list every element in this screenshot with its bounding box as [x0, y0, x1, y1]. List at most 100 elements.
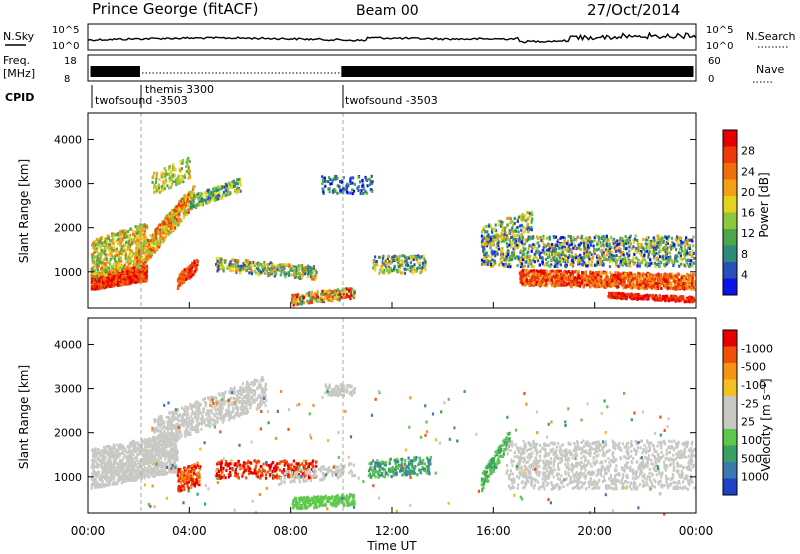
power-echo-cell [136, 258, 140, 262]
power-echo-cell [623, 260, 626, 263]
power-echo-cell [179, 220, 182, 223]
power-echo-cell [181, 270, 184, 274]
power-echo-cell [538, 274, 541, 278]
power-echo-cell [493, 259, 496, 263]
power-echo-cell [521, 235, 524, 239]
power-echo-cell [504, 264, 507, 268]
power-echo-cell [133, 266, 136, 270]
power-echo-cell [592, 244, 595, 248]
power-echo-cell [312, 265, 315, 269]
power-echo-cell [146, 253, 149, 257]
power-echo-cell [282, 263, 285, 267]
power-echo-cell [626, 262, 629, 266]
power-echo-cell [508, 216, 511, 220]
power-echo-cell [506, 264, 510, 268]
power-echo-cell [300, 263, 304, 267]
power-echo-cell [537, 241, 540, 245]
power-echo-cell [202, 198, 205, 202]
power-echo-cell [107, 268, 110, 272]
power-echo-cell [556, 240, 559, 244]
power-echo-cell [116, 268, 119, 272]
power-echo-cell [266, 268, 269, 272]
power-echo-cell [578, 262, 581, 266]
power-echo-cell [297, 276, 300, 279]
power-echo-cell [530, 220, 533, 224]
power-echo-cell [692, 252, 695, 256]
power-echo-cell [598, 263, 601, 267]
power-echo-cell [133, 269, 136, 273]
power-echo-cell [605, 275, 608, 279]
power-echo-cell [161, 223, 164, 227]
power-echo-cell [570, 243, 573, 247]
power-echo-cell [176, 176, 179, 180]
power-echo-cell [665, 236, 668, 240]
power-echo-cell [591, 271, 595, 275]
power-echo-cell [270, 264, 273, 268]
power-echo-cell [129, 243, 132, 247]
power-echo-cell [530, 281, 533, 285]
power-echo-cell [180, 280, 183, 284]
power-echo-cell [306, 265, 309, 269]
power-echo-cell [145, 255, 149, 259]
power-echo-cell [668, 245, 671, 249]
power-echo-cell [680, 283, 683, 287]
power-echo-cell [555, 257, 558, 261]
power-echo-cell [323, 293, 326, 296]
power-echo-cell [526, 218, 529, 222]
power-echo-cell [387, 254, 390, 258]
power-echo-cell [547, 253, 550, 257]
power-echo-cell [185, 160, 188, 164]
power-echo-cell [108, 242, 111, 246]
power-echo-cell [138, 257, 142, 261]
power-echo-cell [690, 261, 693, 265]
power-echo-cell [109, 262, 112, 266]
power-echo-cell [485, 225, 488, 228]
power-echo-cell [222, 269, 225, 273]
power-echo-cell [164, 236, 167, 239]
power-echo-cell [396, 257, 399, 261]
power-echo-cell [238, 180, 241, 184]
cpid-strip: CPID themis 3300 twofsound -3503 twofsou… [5, 83, 438, 108]
power-echo-cell [674, 259, 677, 263]
power-echo-cell [120, 233, 123, 237]
power-echo-cell [496, 252, 499, 256]
power-echo-cell [106, 270, 109, 274]
power-echo-cell [189, 176, 192, 179]
power-echo-cell [320, 292, 323, 296]
power-echo-cell [652, 285, 655, 288]
power-echo-cell [163, 187, 166, 191]
power-echo-cell [237, 178, 240, 181]
power-echo-cell [535, 249, 538, 253]
power-echo-cell [121, 269, 124, 273]
power-echo-cell [95, 285, 98, 289]
power-echo-cell [527, 271, 530, 275]
power-echo-cell [566, 258, 569, 262]
power-echo-cell [138, 265, 141, 269]
power-echo-cell [549, 265, 552, 269]
power-echo-cell [587, 243, 590, 247]
power-echo-cell [96, 256, 99, 260]
power-echo-cell [219, 258, 222, 262]
power-echo-cell [553, 265, 556, 268]
power-echo-cell [321, 175, 324, 179]
power-echo-cell [400, 259, 403, 263]
power-echo-cell [336, 184, 339, 188]
power-echo-cell [566, 239, 569, 243]
power-echo-cell [168, 221, 171, 224]
power-echo-cell [486, 238, 489, 241]
power-echo-cell [592, 279, 595, 283]
power-echo-cell [236, 186, 239, 190]
power-echo-cell [217, 188, 220, 192]
power-echo-cell [531, 217, 534, 221]
power-echo-cell [236, 264, 239, 268]
beam-title: Beam 00 [356, 3, 419, 19]
power-echo-cell [514, 256, 517, 260]
power-echo-cell [171, 168, 174, 172]
power-echo-cell [274, 267, 277, 271]
power-echo-cell [101, 271, 104, 275]
power-echo-cell [571, 270, 574, 274]
power-echo-cell [161, 188, 164, 192]
power-echo-cell [317, 298, 320, 302]
power-echo-cell [583, 255, 586, 259]
power-echo-cell [349, 291, 353, 295]
